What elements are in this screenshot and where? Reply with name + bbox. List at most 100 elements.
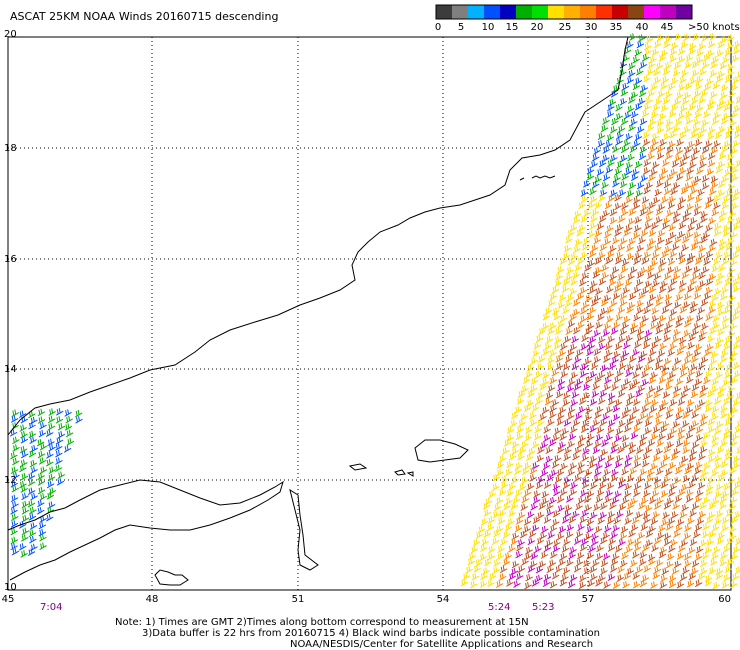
wind-barb xyxy=(628,208,637,216)
wind-barb xyxy=(616,160,625,169)
wind-barb xyxy=(600,298,609,307)
wind-barb xyxy=(667,285,675,293)
wind-barb xyxy=(639,468,648,476)
wind-barb xyxy=(555,390,564,399)
wind-barb xyxy=(588,286,597,294)
wind-barb xyxy=(513,580,521,588)
wind-barb xyxy=(605,140,613,149)
wind-barb xyxy=(625,196,633,204)
wind-barb xyxy=(724,565,733,574)
wind-barb xyxy=(572,452,580,461)
wind-barb xyxy=(586,166,595,175)
wind-barb xyxy=(553,312,561,321)
wind-barb xyxy=(487,579,495,588)
wind-barb xyxy=(603,383,611,392)
wind-barb xyxy=(704,404,713,413)
wind-barb xyxy=(686,580,695,588)
wind-barb xyxy=(564,504,573,513)
wind-barb xyxy=(573,565,582,573)
wind-barb xyxy=(688,572,697,581)
wind-barb xyxy=(623,406,632,415)
wind-barb xyxy=(713,222,722,231)
wind-barb xyxy=(10,507,18,515)
wind-barb xyxy=(583,559,591,568)
wind-barb xyxy=(632,378,641,387)
wind-barb xyxy=(538,502,546,510)
wind-barb xyxy=(585,294,593,303)
wind-barb xyxy=(647,61,656,69)
wind-barb xyxy=(587,433,595,442)
wind-barb xyxy=(596,488,605,497)
wind-barb xyxy=(715,278,723,286)
wind-barb xyxy=(643,159,651,167)
wind-barb xyxy=(525,426,533,435)
wind-barb xyxy=(711,377,720,386)
wind-barb xyxy=(684,61,692,69)
wind-barb xyxy=(506,426,515,434)
wind-barb xyxy=(611,496,620,505)
wind-barb xyxy=(716,446,725,454)
wind-barb xyxy=(626,363,634,371)
wind-barb xyxy=(669,48,678,56)
wind-barb xyxy=(580,215,589,223)
wind-barb xyxy=(562,566,571,575)
wind-barb xyxy=(460,578,469,587)
wind-barb xyxy=(584,413,593,422)
wind-barb xyxy=(599,390,608,398)
wind-barb xyxy=(594,440,602,449)
wind-barb xyxy=(722,195,730,204)
wind-barb xyxy=(626,41,634,49)
wind-barb xyxy=(724,168,732,177)
wind-barb xyxy=(599,418,608,427)
wind-barb xyxy=(620,265,629,274)
wind-barb xyxy=(532,440,540,449)
wind-barb xyxy=(619,180,628,189)
wind-barb xyxy=(20,485,28,493)
wind-barb xyxy=(605,406,614,414)
wind-barb xyxy=(678,544,686,553)
wind-barb xyxy=(670,187,678,196)
wind-barb xyxy=(605,166,614,174)
wind-barb xyxy=(602,154,610,163)
wind-barb xyxy=(731,54,740,63)
wind-barb xyxy=(674,154,683,162)
wind-barb xyxy=(498,488,507,496)
wind-barb xyxy=(578,581,587,590)
wind-barb xyxy=(728,532,737,541)
wind-barb xyxy=(733,104,740,113)
wind-barb xyxy=(696,489,704,497)
wind-barb xyxy=(631,516,640,525)
wind-barb xyxy=(656,145,665,153)
wind-barb xyxy=(634,543,642,552)
wind-barb xyxy=(493,559,501,567)
wind-barb xyxy=(709,91,718,99)
wind-barb xyxy=(606,133,614,142)
wind-barb xyxy=(699,126,708,134)
wind-barb xyxy=(633,489,641,498)
wind-barb xyxy=(542,348,550,356)
wind-barb xyxy=(625,509,634,518)
wind-barb xyxy=(497,517,505,525)
wind-barb xyxy=(515,462,523,470)
wind-barb xyxy=(636,475,645,484)
wind-barb xyxy=(651,138,659,147)
wind-barb xyxy=(672,420,680,429)
wind-barb xyxy=(579,574,587,583)
wind-barb xyxy=(606,110,615,118)
wind-barb xyxy=(695,546,704,554)
wind-barb xyxy=(39,421,47,430)
wind-barb xyxy=(615,112,623,121)
wind-barb xyxy=(574,355,582,364)
wind-barb xyxy=(603,468,611,477)
wind-barb xyxy=(653,390,661,399)
wind-barb xyxy=(627,392,636,401)
wind-barb xyxy=(614,167,623,176)
wind-barb xyxy=(39,442,48,451)
wind-barb xyxy=(690,130,698,139)
wind-barb xyxy=(671,567,680,575)
wind-barb xyxy=(657,236,665,245)
wind-barb xyxy=(626,474,635,483)
wind-barb xyxy=(558,525,567,534)
wind-barb xyxy=(586,348,594,357)
wind-barb xyxy=(607,194,616,203)
